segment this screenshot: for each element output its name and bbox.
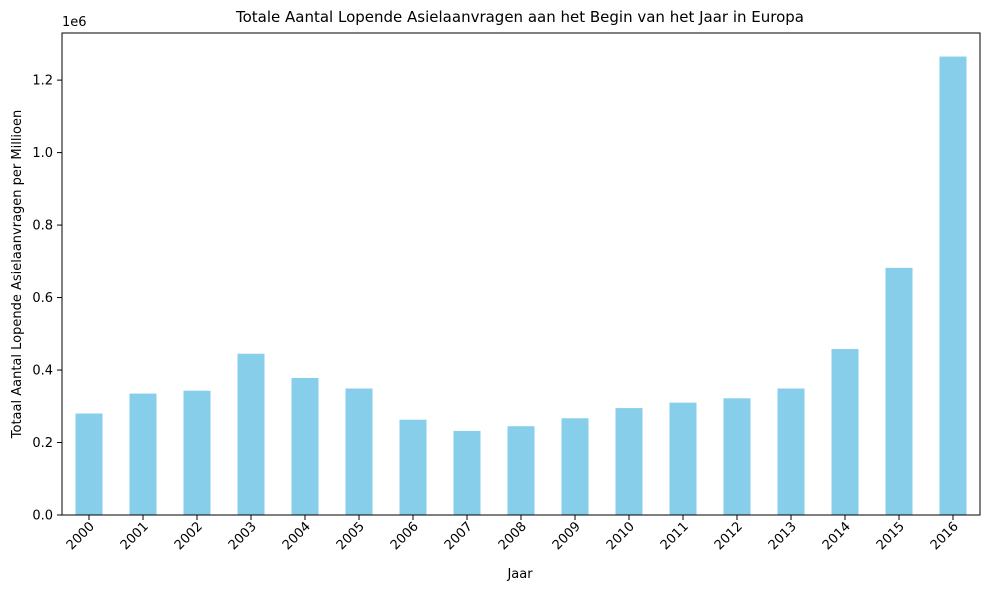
x-tick-label: 2010 bbox=[604, 519, 638, 553]
y-tick-label: 0.2 bbox=[32, 436, 53, 451]
x-tick-label: 2006 bbox=[388, 519, 422, 553]
bar-2009 bbox=[561, 418, 589, 515]
x-tick-label: 2001 bbox=[118, 519, 152, 553]
bar-2008 bbox=[507, 426, 535, 515]
bar-2015 bbox=[885, 267, 913, 515]
x-tick-label: 2009 bbox=[550, 519, 584, 553]
x-tick-label: 2000 bbox=[64, 519, 98, 553]
x-tick-label: 2012 bbox=[712, 519, 746, 553]
y-axis-ticks: 0.0 0.2 0.4 0.6 0.8 1.0 1.2 bbox=[32, 74, 62, 524]
x-tick-label: 2011 bbox=[658, 519, 692, 553]
y-axis-offset-label: 1e6 bbox=[62, 15, 87, 30]
bar-2000 bbox=[75, 413, 103, 515]
bar-2003 bbox=[237, 353, 265, 515]
bar-2011 bbox=[669, 402, 697, 515]
bars-group bbox=[75, 56, 967, 516]
y-tick-label: 0.6 bbox=[32, 291, 53, 306]
bar-2014 bbox=[831, 349, 859, 515]
y-tick-label: 0.4 bbox=[32, 364, 53, 379]
x-tick-label: 2013 bbox=[766, 519, 800, 553]
y-tick-label: 1.2 bbox=[32, 74, 53, 89]
x-tick-label: 2007 bbox=[442, 519, 476, 553]
bar-2006 bbox=[399, 419, 427, 515]
x-tick-label: 2015 bbox=[874, 519, 908, 553]
y-tick-label: 0.0 bbox=[32, 509, 53, 524]
y-tick-label: 0.8 bbox=[32, 219, 53, 234]
x-tick-label: 2003 bbox=[226, 519, 260, 553]
plot-area-frame bbox=[61, 32, 981, 516]
bar-2010 bbox=[615, 408, 643, 515]
x-tick-label: 2014 bbox=[820, 519, 854, 553]
bar-2007 bbox=[453, 430, 481, 515]
bar-2002 bbox=[183, 390, 211, 515]
bar-2005 bbox=[345, 388, 373, 515]
bar-2004 bbox=[291, 378, 319, 515]
x-tick-label: 2002 bbox=[172, 519, 206, 553]
x-tick-label: 2008 bbox=[496, 519, 530, 553]
bar-2012 bbox=[723, 398, 751, 515]
bar-2001 bbox=[129, 393, 157, 515]
x-tick-label: 2016 bbox=[928, 519, 962, 553]
y-axis-label: Totaal Aantal Lopende Asielaanvragen per… bbox=[10, 110, 25, 439]
bar-2013 bbox=[777, 388, 805, 515]
chart-title: Totale Aantal Lopende Asielaanvragen aan… bbox=[235, 8, 804, 26]
x-tick-label: 2004 bbox=[280, 519, 314, 553]
x-axis-ticks: 2000 2001 2002 2003 2004 2005 2006 2007 2008 2009… bbox=[64, 515, 962, 553]
y-tick-label: 1.0 bbox=[32, 146, 53, 161]
x-axis-label: Jaar bbox=[506, 567, 533, 582]
x-tick-label: 2005 bbox=[334, 519, 368, 553]
bar-2016 bbox=[939, 56, 967, 516]
